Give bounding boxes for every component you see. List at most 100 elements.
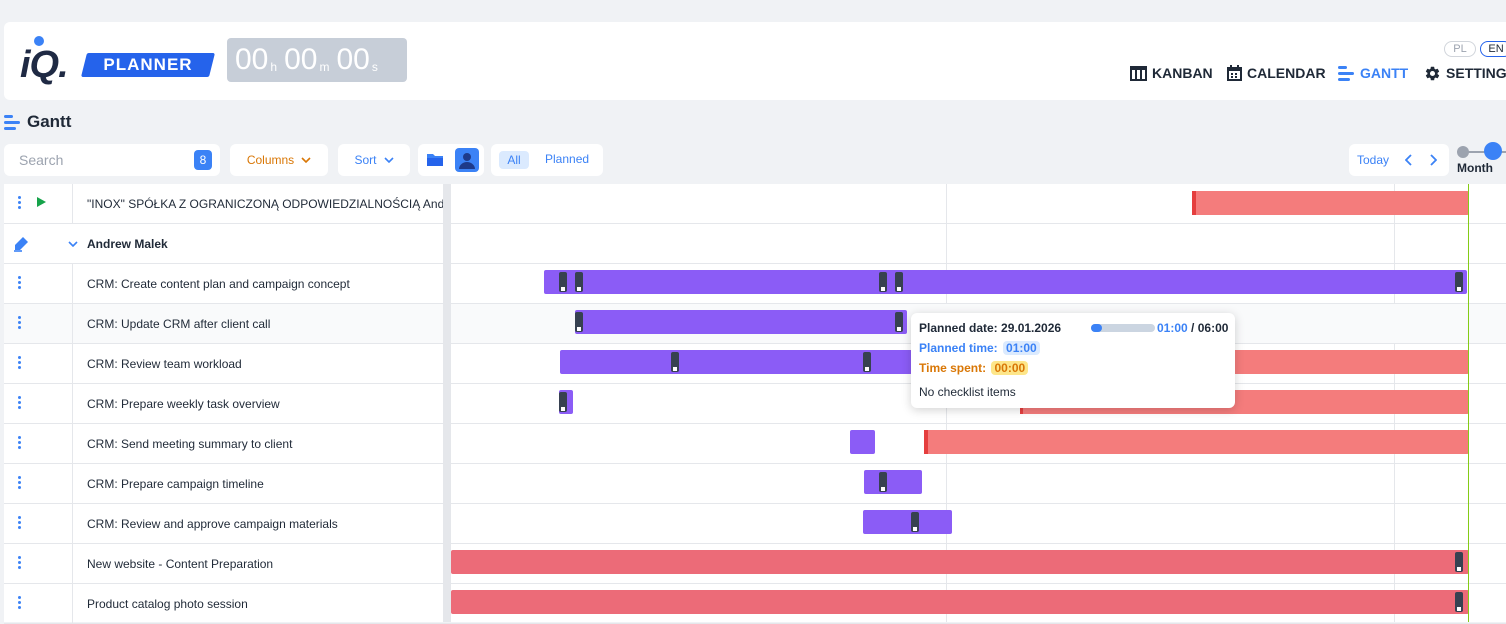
row-menu-icon[interactable] (18, 276, 22, 292)
person-icon (459, 153, 475, 169)
task-tooltip: Planned date: 29.01.2026 01:00 / 06:00 P… (911, 313, 1235, 408)
task-bar[interactable] (850, 430, 875, 454)
page-title-text: Gantt (27, 112, 72, 131)
play-icon[interactable] (37, 197, 46, 207)
overdue-marker (1192, 191, 1196, 215)
bar-handle[interactable] (1455, 552, 1463, 572)
row-actions (4, 224, 78, 264)
tooltip-progress-bar (1091, 324, 1155, 332)
sort-dropdown[interactable]: Sort (338, 144, 410, 176)
nav-calendar[interactable]: CALENDAR (1227, 64, 1326, 82)
app-logo[interactable]: iQ. PLANNER (18, 36, 218, 88)
project-row[interactable]: "INOX" SPÓŁKA Z OGRANICZONĄ ODPOWIEDZIAL… (4, 184, 1506, 224)
overdue-bar[interactable] (924, 430, 1469, 454)
bar-handle[interactable] (559, 392, 567, 412)
row-menu-icon[interactable] (18, 476, 22, 492)
kanban-icon (1130, 65, 1147, 81)
logo-dot (34, 36, 44, 46)
row-menu-icon[interactable] (18, 436, 22, 452)
row-name: New website - Content Preparation (87, 557, 274, 571)
columns-label: Columns (246, 153, 295, 167)
zoom-slider-stop[interactable] (1457, 146, 1469, 158)
nav-settings[interactable]: SETTINGS (1424, 64, 1506, 82)
row-menu-icon[interactable] (18, 396, 22, 412)
row-menu-icon[interactable] (18, 516, 22, 532)
lang-pl-button[interactable]: PL (1444, 41, 1476, 57)
task-row[interactable]: CRM: Prepare weekly task overview (4, 384, 1506, 424)
logo-iq: iQ. (20, 44, 69, 86)
row-name: CRM: Send meeting summary to client (87, 437, 293, 451)
task-row[interactable]: CRM: Create content plan and campaign co… (4, 264, 1506, 304)
chevron-left-icon[interactable] (1405, 154, 1413, 166)
nav-settings-label: SETTINGS (1446, 65, 1506, 81)
view-toggle-group (418, 144, 484, 176)
tooltip-time-spent-value: 00:00 (991, 361, 1029, 375)
row-actions (4, 304, 73, 344)
tooltip-planned-time-value: 01:00 (1003, 341, 1040, 355)
bar-handle[interactable] (1455, 272, 1463, 292)
zoom-slider-handle[interactable] (1484, 142, 1502, 160)
overdue-bar[interactable] (451, 550, 1469, 574)
search-count-badge: 8 (194, 150, 212, 170)
tooltip-time-spent-label: Time spent: (919, 361, 987, 375)
task-bar[interactable] (575, 310, 907, 334)
bar-handle[interactable] (911, 512, 919, 532)
logo-planner: PLANNER (81, 53, 215, 77)
task-row[interactable]: CRM: Update CRM after client call (4, 304, 1506, 344)
row-name: CRM: Prepare campaign timeline (87, 477, 264, 491)
bar-handle[interactable] (575, 272, 583, 292)
task-row[interactable]: CRM: Review team workload (4, 344, 1506, 384)
folder-icon[interactable] (426, 152, 444, 167)
row-menu-icon[interactable] (18, 196, 22, 212)
row-menu-icon[interactable] (18, 556, 22, 572)
row-menu-icon[interactable] (18, 356, 22, 372)
row-name: CRM: Update CRM after client call (87, 317, 271, 331)
task-row[interactable]: CRM: Prepare campaign timeline (4, 464, 1506, 504)
chevron-right-icon[interactable] (1429, 154, 1437, 166)
bar-handle[interactable] (559, 272, 567, 292)
bar-handle[interactable] (575, 312, 583, 332)
task-bar[interactable] (544, 270, 1467, 294)
task-bar[interactable] (1192, 191, 1469, 215)
task-bar[interactable] (864, 470, 922, 494)
zoom-label: Month (1457, 161, 1493, 175)
edit-icon[interactable] (12, 235, 30, 253)
filter-all-button[interactable]: All (499, 151, 529, 169)
task-row[interactable]: CRM: Review and approve campaign materia… (4, 504, 1506, 544)
row-name: Product catalog photo session (87, 597, 248, 611)
row-actions (4, 264, 73, 304)
bar-handle[interactable] (879, 472, 887, 492)
bar-handle[interactable] (863, 352, 871, 372)
nav-kanban[interactable]: KANBAN (1130, 64, 1213, 82)
task-row[interactable]: New website - Content Preparation (4, 544, 1506, 584)
person-filter-button[interactable] (455, 148, 479, 172)
row-menu-icon[interactable] (18, 316, 22, 332)
today-line (1468, 184, 1469, 622)
bar-handle[interactable] (895, 312, 903, 332)
row-actions (4, 504, 73, 544)
date-navigation: Today (1349, 144, 1449, 176)
column-splitter[interactable] (443, 184, 451, 622)
row-name: CRM: Review and approve campaign materia… (87, 517, 338, 531)
row-actions (4, 184, 73, 224)
lang-en-button[interactable]: EN (1480, 41, 1506, 57)
today-button[interactable]: Today (1357, 153, 1390, 167)
task-bar[interactable] (863, 510, 952, 534)
filter-planned-button[interactable]: Planned (545, 152, 590, 166)
nav-gantt[interactable]: GANTT (1338, 64, 1408, 82)
task-row[interactable]: CRM: Send meeting summary to client (4, 424, 1506, 464)
bar-handle[interactable] (895, 272, 903, 292)
row-menu-icon[interactable] (18, 596, 22, 612)
bar-handle[interactable] (879, 272, 887, 292)
columns-dropdown[interactable]: Columns (230, 144, 328, 176)
task-row[interactable]: Product catalog photo session (4, 584, 1506, 624)
bar-handle[interactable] (1455, 592, 1463, 612)
timer-seconds-unit: s (371, 60, 378, 74)
group-row[interactable]: Andrew Malek (4, 224, 1506, 264)
search-input[interactable]: Search 8 (4, 144, 220, 176)
time-tracker[interactable]: 00 h 00 m 00 s (227, 38, 407, 82)
overdue-bar[interactable] (451, 590, 1469, 614)
bar-handle[interactable] (671, 352, 679, 372)
chevron-down-icon[interactable] (68, 241, 78, 247)
task-bar[interactable] (560, 350, 912, 374)
